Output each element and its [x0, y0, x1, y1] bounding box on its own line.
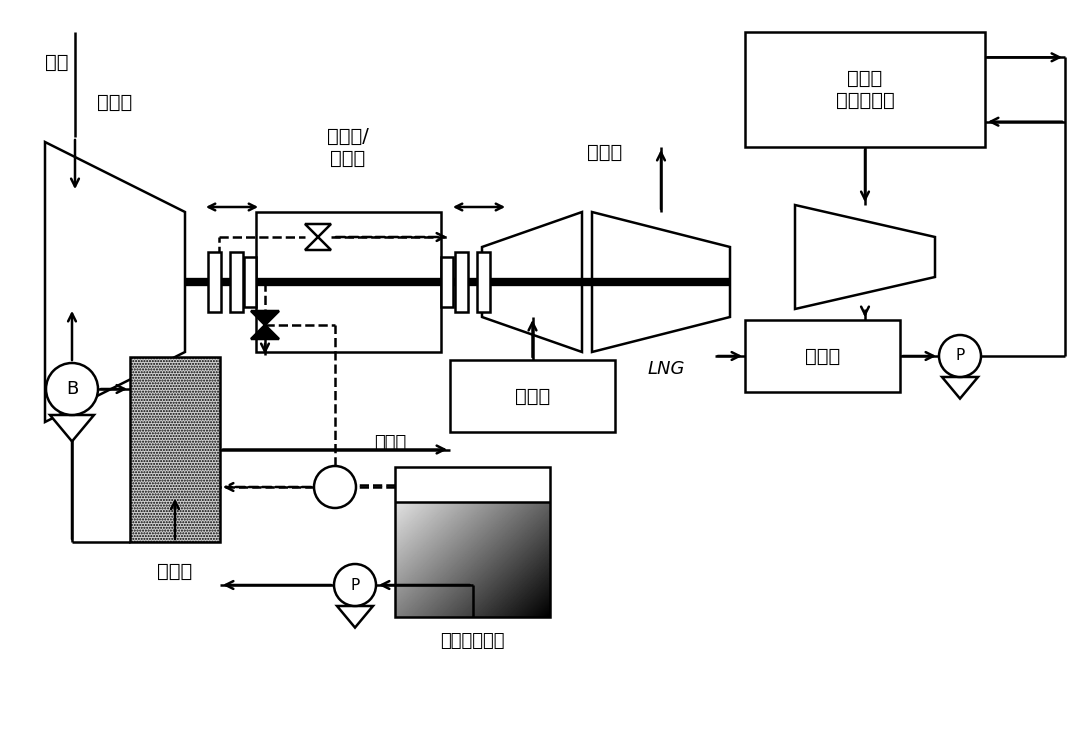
Bar [745, 32, 985, 147]
Bar [230, 252, 243, 312]
Circle shape [314, 466, 356, 508]
Bar [395, 467, 550, 617]
Text: 回热器
蔨气发生器: 回热器 蔨气发生器 [836, 69, 894, 110]
Polygon shape [942, 377, 978, 399]
Text: B: B [66, 380, 78, 398]
Text: 压缩机: 压缩机 [97, 93, 133, 111]
Bar [455, 252, 468, 312]
Bar [450, 360, 615, 432]
Polygon shape [337, 606, 373, 627]
Text: 发电机/
电动机: 发电机/ 电动机 [327, 126, 369, 167]
Text: 膨胀机: 膨胀机 [588, 143, 623, 161]
Text: 膨胀阀: 膨胀阀 [374, 434, 406, 452]
Bar [395, 467, 550, 502]
Text: P: P [350, 577, 360, 592]
Bar [208, 252, 221, 312]
Text: 液态空气储罐: 液态空气储罐 [441, 632, 504, 650]
Text: 空气: 空气 [45, 52, 68, 72]
Polygon shape [251, 311, 279, 339]
Circle shape [46, 363, 98, 415]
Bar [244, 257, 256, 307]
Bar [745, 320, 900, 392]
Text: LNG: LNG [648, 360, 685, 378]
Bar [256, 212, 441, 352]
Text: 燃烧室: 燃烧室 [515, 386, 550, 406]
Circle shape [939, 335, 981, 377]
Text: 冷凝器: 冷凝器 [805, 347, 840, 365]
Bar [477, 252, 490, 312]
Bar [441, 257, 453, 307]
Polygon shape [50, 415, 94, 441]
Circle shape [334, 564, 376, 606]
Text: P: P [956, 349, 964, 364]
Text: 回热器: 回热器 [158, 562, 192, 581]
Bar [130, 357, 220, 542]
